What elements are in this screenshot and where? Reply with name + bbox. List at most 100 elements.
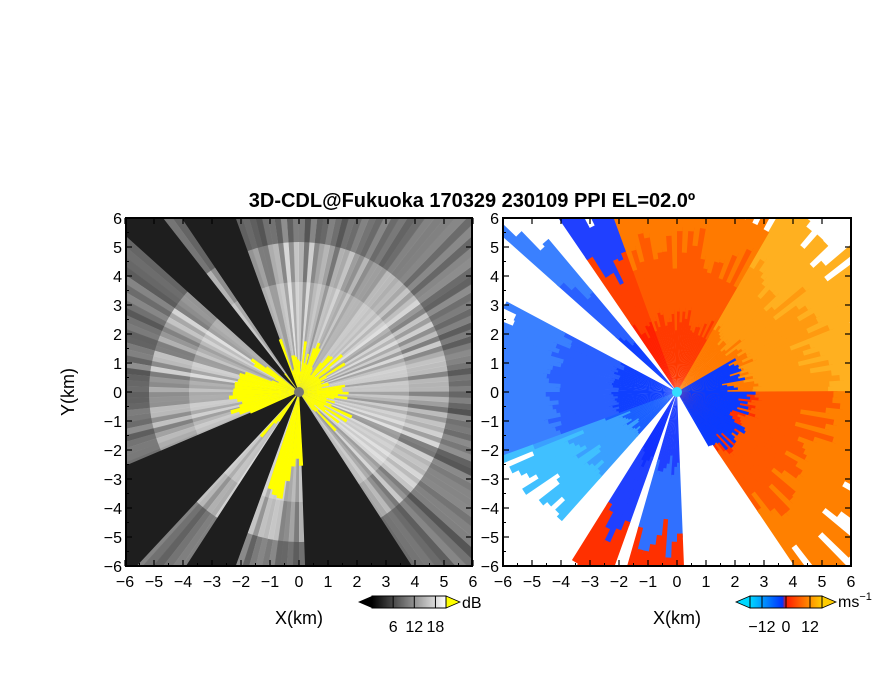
right-y-tick-label: 5: [490, 240, 499, 257]
left-ray-far: [443, 341, 472, 356]
left-ray-far: [248, 218, 263, 248]
right-velocity-cell: [677, 307, 686, 392]
left-y-tick-label: −5: [104, 530, 122, 547]
right-velocity-cell: [630, 265, 658, 332]
right-velocity-cell: [739, 349, 808, 374]
left-x-tick-label: 5: [440, 574, 449, 591]
left-near-field-cell: [299, 392, 315, 406]
left-ray-far: [428, 461, 472, 492]
right-velocity-cell: [676, 227, 683, 312]
right-y-tick-label: 2: [490, 327, 499, 344]
left-y-tick-label: −1: [104, 414, 122, 431]
left-x-tick-label: 6: [469, 574, 478, 591]
left-near-field-cell: [295, 392, 300, 459]
left-ray-far: [126, 412, 152, 424]
left-near-field-cell: [299, 348, 316, 392]
left-ray-far: [255, 537, 269, 566]
right-velocity-cell: [615, 334, 677, 392]
right-velocity-cell: [677, 347, 725, 392]
right-velocity-cell: [554, 396, 618, 406]
right-velocity-cell: [605, 218, 626, 254]
left-ray-far: [445, 417, 472, 429]
left-x-axis-label: X(km): [275, 608, 323, 628]
colorbar-velocity-unit: ms−1: [838, 591, 872, 611]
right-velocity-cell: [813, 290, 851, 318]
left-near-field-cell: [299, 364, 308, 392]
left-near-field-cell: [299, 367, 331, 392]
right-velocity-cell: [724, 429, 778, 474]
left-near-field-cell: [299, 362, 346, 392]
right-velocity-cell: [649, 392, 677, 461]
right-x-tick-label: 6: [847, 574, 856, 591]
right-velocity-cell: [503, 396, 550, 406]
left-ray-far: [126, 266, 178, 309]
right-velocity-cell: [503, 348, 562, 368]
right-velocity-cell: [515, 231, 576, 291]
left-ray-far: [437, 321, 472, 341]
left-y-tick-label: 5: [113, 240, 122, 257]
right-y-axis: 6 5 4 3 2 1 0 −1 −2 −3 −4 −5 −6: [481, 211, 851, 576]
right-velocity-cell: [621, 392, 677, 422]
right-y-tick-label: 1: [490, 356, 499, 373]
left-near-field-cell: [278, 338, 299, 392]
right-velocity-cell: [799, 469, 851, 510]
right-velocity-cell: [716, 292, 764, 346]
right-velocity-cell: [677, 325, 718, 392]
left-near-field-cell: [299, 363, 306, 392]
right-velocity-cell: [543, 405, 614, 426]
left-ray-far: [126, 275, 175, 313]
left-y-tick-label: 1: [113, 356, 122, 373]
left-near-field-cell: [299, 382, 329, 392]
right-velocity-cell: [503, 301, 566, 338]
right-velocity-cell: [529, 418, 607, 452]
left-ray-far: [126, 407, 151, 417]
left-ray: [299, 218, 349, 392]
left-ray-far: [126, 379, 150, 388]
left-ray-far: [142, 503, 203, 566]
right-velocity-cell: [677, 351, 730, 392]
right-velocity-cell: [750, 407, 831, 430]
right-velocity-cell: [755, 391, 838, 398]
right-x-axis-label: X(km): [653, 608, 701, 628]
right-velocity-cell: [729, 430, 789, 477]
right-velocity-cell: [717, 266, 766, 333]
right-velocity-cell: [656, 248, 670, 323]
right-velocity-cell: [695, 257, 721, 328]
right-velocity-cell: [832, 396, 851, 405]
right-velocity-cell: [741, 326, 813, 363]
right-velocity-cell: [677, 352, 742, 392]
right-velocity-cell: [657, 218, 668, 252]
left-ray-far: [444, 348, 472, 361]
left-ray-far: [334, 218, 349, 248]
right-velocity-cell: [666, 392, 677, 468]
right-velocity-cell: [839, 402, 851, 411]
left-ray: [286, 392, 299, 566]
right-velocity-cell: [677, 316, 717, 392]
left-ray-far: [126, 236, 188, 296]
right-velocity-cell: [555, 468, 601, 515]
colorbar-velocity-low-arrow: [734, 595, 751, 609]
left-ray-far: [420, 475, 472, 518]
right-velocity-cell: [824, 422, 851, 436]
left-ray-far: [420, 265, 472, 309]
left-ray-far: [390, 218, 446, 278]
right-velocity-cell: [745, 310, 821, 355]
right-near-field-cell: [677, 363, 735, 392]
right-velocity-cell: [503, 361, 551, 375]
left-blocked-sector: [299, 395, 412, 566]
right-velocity-cell: [526, 444, 582, 479]
right-velocity-cell: [718, 255, 767, 327]
right-velocity-cell: [591, 218, 618, 262]
right-near-field-cell: [677, 392, 749, 416]
left-near-field-cell: [299, 380, 322, 392]
left-ray-far: [425, 283, 472, 317]
right-velocity-cell: [556, 406, 620, 427]
right-velocity-cell: [606, 450, 646, 517]
right-velocity-cell: [688, 254, 706, 326]
right-velocity-cell: [697, 274, 724, 336]
right-velocity-cell: [610, 255, 648, 327]
left-x-tick-label: 2: [353, 574, 362, 591]
left-ray-far: [402, 218, 472, 288]
left-ray-far: [152, 506, 208, 566]
right-velocity-cell: [677, 462, 683, 538]
